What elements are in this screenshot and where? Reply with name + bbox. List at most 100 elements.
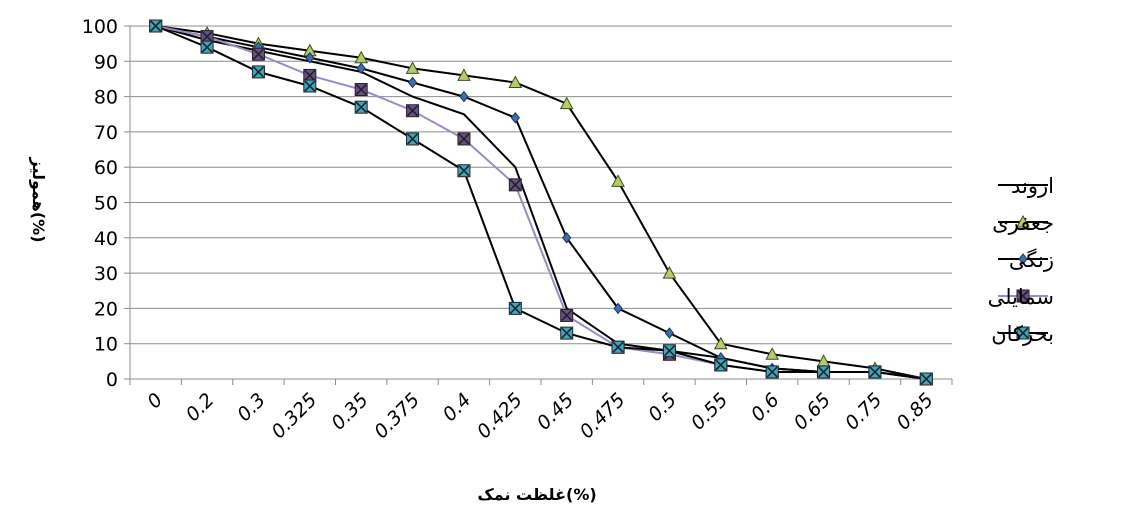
data-point: [356, 62, 366, 75]
data-point: [559, 96, 574, 110]
marker-cross: [509, 302, 521, 314]
y-tick-label: 20: [94, 298, 118, 320]
x-tick-label: 0.4: [439, 389, 476, 426]
x-tick-label: 0.5: [644, 389, 681, 426]
data-point: [664, 327, 675, 339]
series-lines: [148, 18, 934, 386]
marker-cross: [304, 69, 316, 81]
legend-label: جعفری: [992, 211, 1054, 235]
y-tick-label: 100: [82, 16, 118, 38]
marker-cross: [304, 80, 316, 92]
data-point: [765, 365, 779, 379]
x-tick-label: 0.75: [841, 389, 886, 434]
legend-swatch-marker: [1018, 253, 1028, 265]
marker-cross: [252, 66, 265, 78]
y-tick-label: 0: [106, 369, 118, 391]
x-tick-label: 0.2: [182, 389, 219, 426]
y-tick-label: 10: [94, 334, 118, 356]
data-point: [508, 301, 522, 315]
series-line: [155, 25, 927, 380]
y-tick-label: 90: [94, 51, 118, 73]
marker-cross: [612, 341, 624, 353]
x-axis-title: غلظت نمک(%): [477, 485, 596, 504]
marker-cross: [201, 41, 213, 53]
legend-entry: زنگی: [998, 248, 1054, 272]
data-point: [251, 65, 265, 79]
data-point: [305, 51, 315, 64]
legend-entry: اروند: [998, 174, 1054, 198]
x-tick-label: 0.45: [533, 389, 578, 434]
data-point: [508, 178, 522, 192]
x-tick-label: 0.325: [267, 389, 321, 443]
legend-label: بحرکان: [991, 322, 1054, 346]
marker-cross: [406, 133, 419, 145]
data-point: [457, 132, 471, 146]
x-tick-label: 0.65: [790, 389, 835, 434]
y-tick-label: 30: [94, 263, 118, 285]
data-point: [457, 164, 471, 178]
data-point: [562, 231, 572, 244]
series-line: [155, 25, 927, 380]
x-tick-label: 0.425: [473, 389, 527, 443]
data-point: [662, 344, 676, 358]
x-tick-labels: 0 0.2 0.30.325 0.350.375 0.40.425 0.450.475 0.…: [143, 389, 938, 443]
data-point: [868, 365, 882, 379]
x-tick-label: 0.475: [576, 389, 630, 443]
marker-cross: [201, 31, 213, 43]
data-point: [662, 266, 677, 279]
y-tick-label: 80: [94, 87, 118, 109]
axes: [124, 25, 953, 385]
data-point: [354, 100, 368, 114]
data-point: [200, 30, 214, 44]
data-point: [560, 308, 574, 322]
marker-cross: [355, 83, 367, 96]
marker-cross: [509, 179, 521, 191]
x-tick-label: 0.375: [370, 389, 424, 443]
data-point: [251, 47, 265, 61]
data-point: [714, 358, 728, 372]
marker-cross: [817, 366, 830, 378]
data-point: [406, 132, 420, 146]
marker-cross: [561, 309, 573, 322]
data-point: [510, 111, 520, 124]
marker-cross: [252, 48, 265, 60]
data-point: [560, 326, 574, 340]
data-point: [405, 61, 420, 74]
y-axis-title: همولیز(%): [29, 157, 48, 243]
data-point: [765, 347, 780, 360]
legend-swatch-marker: [1016, 289, 1030, 303]
data-point: [200, 40, 214, 54]
data-point: [919, 372, 933, 386]
legend-entry: جعفری: [992, 211, 1054, 235]
data-point: [611, 340, 625, 354]
marker-cross: [1017, 290, 1029, 302]
data-point: [459, 90, 469, 103]
gridlines: [130, 25, 952, 345]
legend-swatch-marker: [1016, 214, 1030, 228]
series-line: [155, 25, 927, 380]
data-point: [508, 75, 523, 88]
data-point: [613, 302, 623, 315]
y-tick-label: 40: [94, 228, 118, 250]
legend-entry: بحرکان: [991, 322, 1054, 346]
marker-cross: [920, 373, 932, 385]
legend-label: اروند: [1011, 174, 1054, 198]
legend-entry: سمایلی: [988, 285, 1054, 309]
data-point: [354, 83, 368, 97]
marker-cross: [406, 105, 419, 117]
y-tick-label: 70: [94, 122, 118, 144]
y-tick-label: 50: [94, 193, 118, 215]
y-tick-labels: 0 10 20 30 40 50 60 70 80 90 100: [82, 16, 118, 391]
marker-cross: [1017, 327, 1029, 339]
legend-label: زنگی: [1009, 248, 1054, 272]
data-point: [713, 336, 728, 350]
marker-cross: [766, 366, 778, 378]
marker-cross: [561, 327, 573, 339]
x-tick-label: 0.3: [233, 389, 270, 426]
legend: اروند جعفری زنگی سمایلی بحرکان: [988, 174, 1054, 346]
data-point: [406, 104, 420, 118]
marker-cross: [869, 366, 881, 378]
data-point: [149, 19, 163, 33]
data-point: [611, 174, 625, 187]
